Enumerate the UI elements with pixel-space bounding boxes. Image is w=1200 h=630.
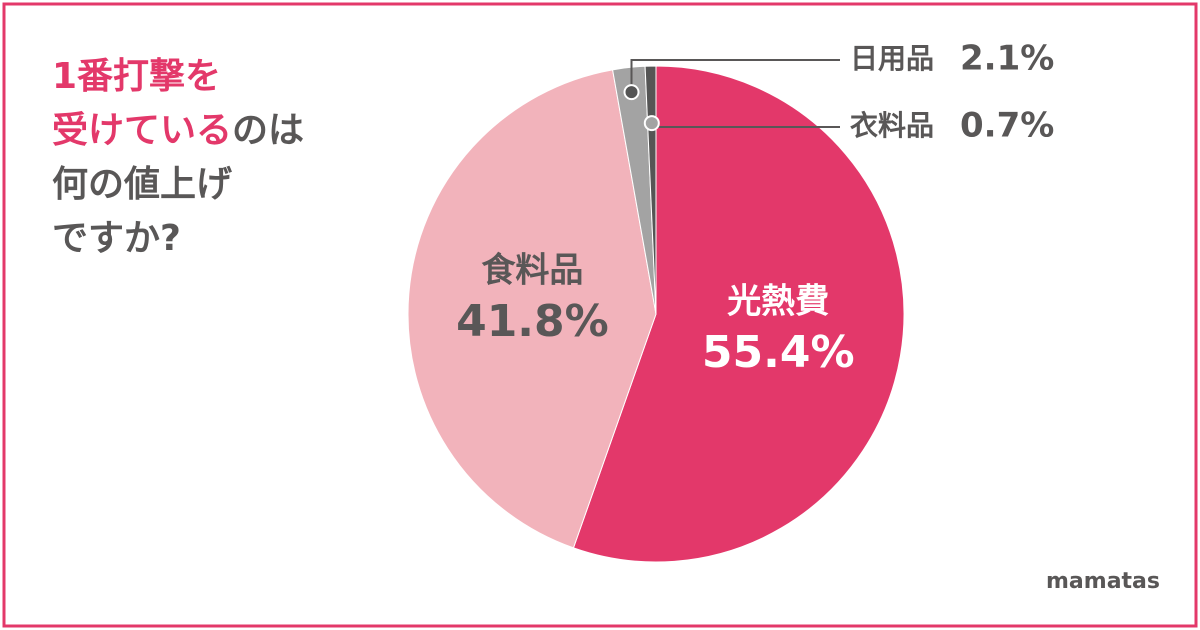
slice-value: 41.8% (456, 296, 609, 347)
title-line: 受けているのは (52, 110, 304, 151)
outside-value: 2.1% (960, 39, 1054, 79)
title-segment: 受けている (52, 110, 232, 151)
outside-category: 日用品 (850, 42, 934, 75)
title-segment: 何の値上げ (52, 164, 232, 205)
leader-dot (623, 84, 640, 101)
title-segment: 1番打撃を (52, 56, 221, 97)
slice-value: 55.4% (702, 327, 855, 378)
leader-line (630, 59, 840, 93)
title-segment: のは (232, 110, 304, 151)
pie-slice (407, 69, 657, 549)
title-line: ですか? (52, 218, 181, 259)
slice-category: 食料品 (481, 250, 583, 290)
title-line: 何の値上げ (52, 164, 232, 205)
brand: mamatas (1046, 569, 1160, 594)
outside-category: 衣料品 (850, 109, 934, 142)
slice-category: 光熱費 (727, 281, 829, 321)
outside-value: 0.7% (960, 106, 1054, 146)
leader-dot (643, 115, 660, 132)
title-line: 1番打撃を (52, 56, 221, 97)
title-segment: ですか? (52, 218, 181, 259)
